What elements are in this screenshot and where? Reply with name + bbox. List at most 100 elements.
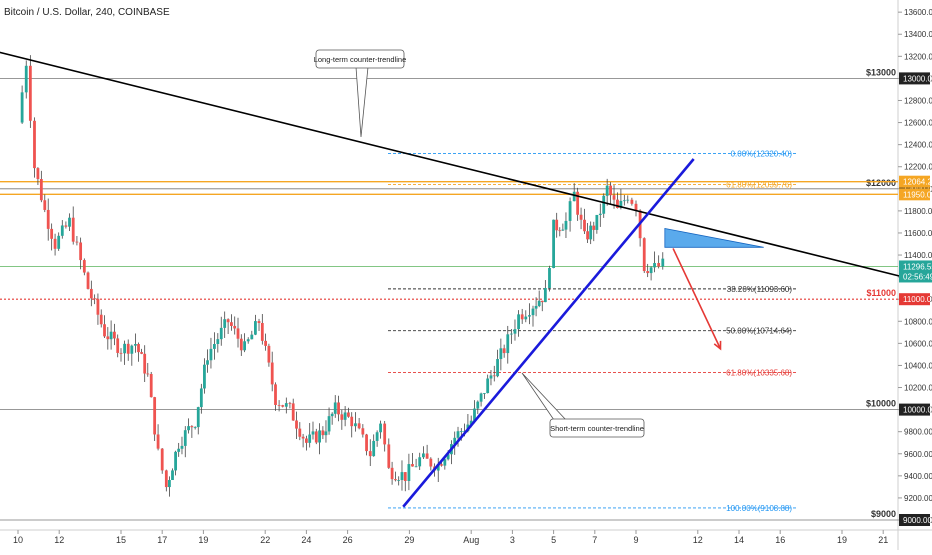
candle-body [390,467,394,480]
candle-body [153,397,157,435]
candle-body [453,437,457,445]
candle-body [400,472,404,480]
candle-body [137,344,140,353]
price-axis: 9000.00 9200.00 9400.00 9600.00 9800.00 10000… [898,8,932,526]
level-label: $10000 [866,399,896,409]
time-tick-label: 9 [633,535,638,545]
short-term-callout: Short-term counter-trendline [521,372,645,438]
time-tick-label: 5 [551,535,556,545]
candle-body [365,434,368,452]
candle-body [246,339,250,342]
level-price-box [899,514,930,526]
candle-body [113,331,116,339]
projection-arrow-line [672,248,722,350]
candle-body [543,287,547,303]
annotations: Long-term counter-trendline Short-term co… [314,49,764,438]
candle-body [473,408,476,421]
time-tick-label: 15 [116,535,126,545]
candle-body [295,420,298,429]
candle-body [53,238,57,249]
candle-body [106,336,110,340]
candle-body [330,413,334,417]
long-term-trendline [0,51,904,278]
candle-body [592,225,596,230]
candle-body [230,322,233,326]
candle-body [226,319,230,323]
candle-body [143,353,147,374]
candle-body [168,480,171,488]
candle-body [324,431,328,436]
candle-body [171,470,174,481]
time-tick-label: 16 [775,535,785,545]
candle-body [540,300,544,303]
candle-body [39,179,43,201]
countdown-label: 02:56:49 [903,272,932,281]
candle-body [109,331,113,340]
candle-body [36,168,40,180]
level-price-box [899,293,930,306]
price-tick-label: 12800.00 [904,96,932,105]
candle-body [576,191,580,215]
candle-body [568,201,572,221]
candle-body [89,288,93,299]
price-tick-label: 9400.00 [904,472,932,481]
candle-body [288,403,292,404]
time-tick-label: 14 [734,535,744,545]
candle-body [96,298,100,315]
level-label: $11000 [866,288,896,298]
price-tick-label: 9600.00 [904,450,932,459]
short-term-callout-pointer [521,372,567,421]
candle-body [609,185,612,196]
candle-body [57,235,61,249]
level-price-box [899,72,930,85]
candle-body [548,268,551,288]
price-tick-label: 10800.00 [904,317,932,326]
candle-body [531,308,535,316]
time-tick-label: 12 [693,535,703,545]
candle-body [160,448,164,471]
candle-body [375,432,379,441]
fib-level-label: 0.00%(12320.40) [731,149,793,158]
candle-body [140,352,143,354]
orange-price-box [899,188,930,201]
time-tick-label: 24 [301,535,311,545]
candle-body [653,263,656,268]
long-term-callout: Long-term counter-trendline [314,49,406,138]
candle-body [564,220,568,230]
candle-body [425,453,429,459]
fib-level-label: 50.00%(10714.64) [726,327,792,336]
candle-body [661,258,665,267]
time-tick-label: 26 [343,535,353,545]
candle-body [257,321,261,323]
candle-body [572,191,576,202]
candle-body [250,334,254,340]
candle-body [418,457,422,467]
candle-body [583,219,586,232]
price-tick-label: 12200.00 [904,163,932,172]
candle-body [372,440,376,457]
candle-body [476,401,480,409]
price-tick-label: 12400.00 [904,141,932,150]
price-tick-label: 10200.00 [904,384,932,393]
candle-body [190,426,194,428]
candle-body [440,464,443,466]
short-term-callout-label: Short-term counter-trendline [550,424,644,433]
candle-body [537,300,541,306]
candle-body [443,459,447,466]
level-label: $9000 [871,509,896,519]
level-label: $13000 [866,67,896,77]
candle-body [164,470,168,488]
candle-body [281,405,285,407]
level-price-box-label: 10000.00 [903,406,932,415]
candle-body [183,430,187,446]
candle-body [33,120,36,169]
candle-body [552,219,555,269]
candle-body [50,228,54,239]
candle-body [149,374,153,398]
candle-body [456,431,460,438]
candle-body [509,333,513,335]
current-price-label: 11296.55 [903,262,932,271]
candle-body [254,321,257,335]
candle-body [496,359,499,377]
level-price-box-label: 11000.00 [903,295,932,304]
